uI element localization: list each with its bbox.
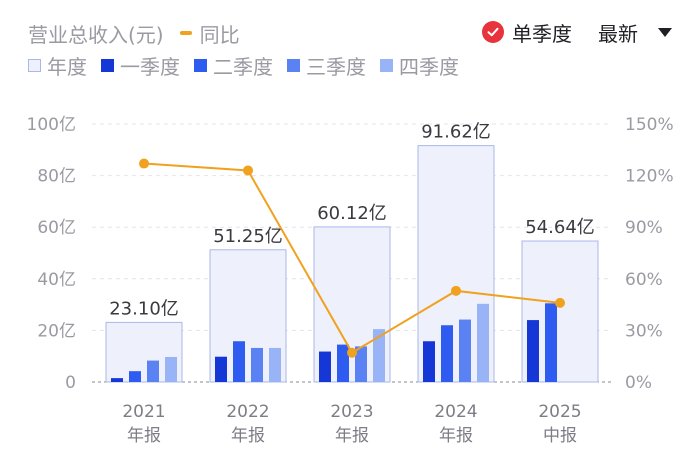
single-season-label: 单季度 bbox=[512, 21, 572, 46]
legend-item-q4[interactable]: 四季度 bbox=[380, 51, 459, 80]
yoy-point bbox=[347, 347, 357, 358]
legend-item-q1[interactable]: 一季度 bbox=[101, 51, 180, 80]
quarter-bar bbox=[129, 371, 141, 382]
x-tick-label: 年报 bbox=[439, 426, 473, 446]
y-left-tick-label: 80亿 bbox=[37, 167, 76, 187]
revenue-legend-row: 营业总收入(元) 同比 bbox=[28, 18, 240, 48]
yoy-point bbox=[451, 285, 461, 296]
y-right-tick-label: 150% bbox=[625, 115, 674, 135]
check-circle-icon bbox=[482, 21, 504, 43]
x-tick-label: 2024 bbox=[434, 402, 477, 422]
quarter-bar bbox=[459, 319, 471, 382]
quarter-bar bbox=[147, 360, 159, 382]
quarter-bar bbox=[337, 344, 349, 382]
x-tick-label: 中报 bbox=[543, 426, 577, 446]
yoy-point bbox=[555, 297, 565, 308]
legend-item-q3[interactable]: 三季度 bbox=[287, 51, 366, 80]
quarter-bar bbox=[215, 356, 227, 382]
annual-swatch bbox=[28, 58, 41, 72]
x-tick-label: 年报 bbox=[335, 426, 369, 446]
legend-label-annual: 年度 bbox=[47, 54, 87, 79]
series-legend: 年度 一季度 二季度 三季度 四季度 bbox=[28, 51, 473, 80]
latest-label: 最新 bbox=[598, 21, 638, 46]
quarter-bar bbox=[111, 378, 123, 382]
q1-swatch bbox=[101, 58, 114, 72]
annual-value-label: 91.62亿 bbox=[421, 122, 491, 143]
caret-down-icon bbox=[658, 27, 672, 37]
quarter-bar bbox=[373, 329, 385, 382]
yoy-point bbox=[243, 165, 253, 176]
annual-value-label: 23.10亿 bbox=[109, 298, 179, 319]
yoy-line-swatch bbox=[179, 31, 192, 35]
yoy-legend-label: 同比 bbox=[199, 22, 240, 47]
x-tick-label: 2022 bbox=[226, 402, 269, 422]
q3-swatch bbox=[287, 58, 300, 72]
quarter-bar bbox=[477, 303, 489, 382]
annual-value-label: 60.12亿 bbox=[317, 203, 387, 224]
quarter-bar bbox=[165, 356, 177, 382]
y-right-tick-label: 90% bbox=[625, 218, 663, 238]
x-tick-label: 年报 bbox=[231, 426, 265, 446]
y-left-tick-label: 0 bbox=[65, 373, 76, 393]
quarter-bar bbox=[423, 341, 435, 382]
x-tick-label: 2021 bbox=[122, 402, 165, 422]
y-left-tick-label: 20亿 bbox=[37, 321, 76, 341]
y-right-tick-label: 60% bbox=[625, 270, 663, 290]
quarter-bar bbox=[527, 320, 539, 382]
legend-label-q3: 三季度 bbox=[306, 54, 366, 79]
quarter-bar bbox=[355, 346, 367, 382]
single-season-toggle[interactable]: 单季度 bbox=[482, 18, 572, 47]
yoy-point bbox=[139, 158, 149, 169]
x-tick-label: 2023 bbox=[330, 402, 373, 422]
y-right-tick-label: 120% bbox=[625, 167, 674, 187]
legend-label-q1: 一季度 bbox=[120, 54, 180, 79]
quarter-bar bbox=[441, 325, 453, 382]
annual-value-label: 51.25亿 bbox=[213, 226, 283, 247]
y-left-tick-label: 100亿 bbox=[27, 115, 76, 135]
chart-controls: 单季度 最新 bbox=[482, 16, 672, 48]
legend-label-q4: 四季度 bbox=[399, 54, 459, 79]
quarter-bar bbox=[269, 347, 281, 382]
legend-item-annual[interactable]: 年度 bbox=[28, 51, 87, 80]
quarter-bar bbox=[545, 303, 557, 382]
legend-item-q2[interactable]: 二季度 bbox=[194, 51, 273, 80]
quarter-bar bbox=[319, 351, 331, 382]
x-tick-label: 2025 bbox=[538, 402, 581, 422]
revenue-legend-label: 营业总收入(元) bbox=[28, 22, 164, 47]
quarter-bar bbox=[251, 347, 263, 382]
y-right-tick-label: 0% bbox=[625, 373, 652, 393]
quarter-bar bbox=[233, 341, 245, 382]
legend-label-q2: 二季度 bbox=[213, 54, 273, 79]
x-tick-label: 年报 bbox=[127, 426, 161, 446]
annual-value-label: 54.64亿 bbox=[525, 217, 595, 238]
q2-swatch bbox=[194, 58, 207, 72]
latest-dropdown[interactable]: 最新 bbox=[598, 18, 672, 47]
y-left-tick-label: 60亿 bbox=[37, 218, 76, 238]
y-right-tick-label: 30% bbox=[625, 321, 663, 341]
q4-swatch bbox=[380, 58, 393, 72]
y-left-tick-label: 40亿 bbox=[37, 270, 76, 290]
